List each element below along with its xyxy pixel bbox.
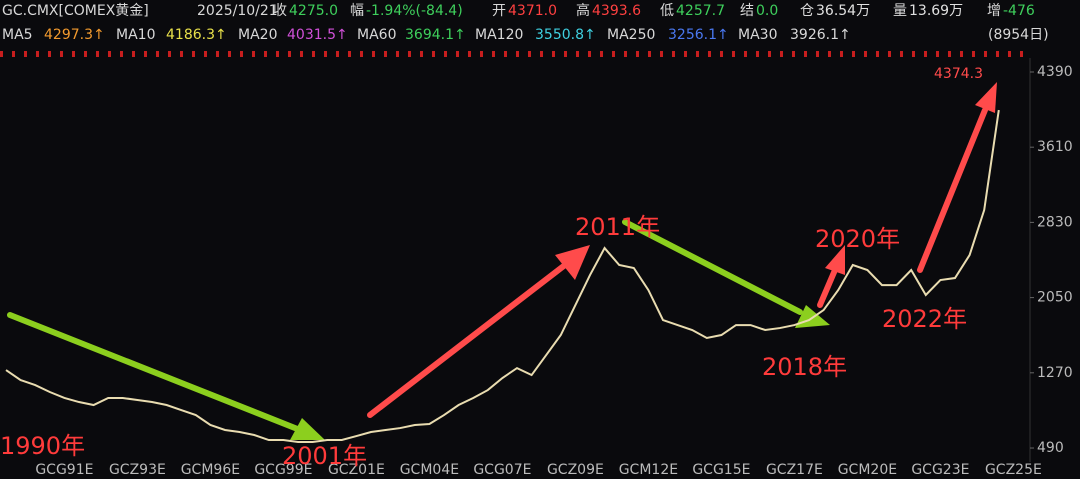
x-tick-label: GCM12E <box>619 462 678 478</box>
quote-value: 13.69万 <box>909 3 963 19</box>
ma-name: MA60 <box>357 27 396 43</box>
ma-name: MA250 <box>607 27 655 43</box>
ma-value: 3694.1↑ <box>405 27 466 43</box>
ma-name: MA10 <box>116 27 155 43</box>
quote-value: -476 <box>1003 3 1035 19</box>
arrows <box>7 82 997 440</box>
quote-value: -1.94%(-84.4) <box>366 3 463 19</box>
y-tick-label: 1270 <box>1037 365 1073 381</box>
ma-name: MA5 <box>2 27 33 43</box>
y-tick-label: 2830 <box>1037 214 1073 230</box>
x-tick-label: GCM04E <box>400 462 459 478</box>
price-line <box>5 109 1000 444</box>
ma-name: MA120 <box>475 27 523 43</box>
quote-label: 高 <box>576 2 590 19</box>
quote-label: 仓 <box>800 3 814 19</box>
quote-value: 0.0 <box>756 3 778 19</box>
quote-label: 量 <box>893 3 907 19</box>
x-tick-label: GCZ01E <box>328 462 385 478</box>
quote-label: 收 <box>273 3 287 19</box>
y-tick-label: 3610 <box>1037 139 1073 155</box>
x-tick-label: GCG99E <box>254 462 312 478</box>
x-tick-label: GCM20E <box>838 462 897 478</box>
annotation: 2011年 <box>575 213 660 241</box>
ma-name: MA30 <box>738 27 777 43</box>
quote-label: 增 <box>987 3 1001 19</box>
x-tick-label: GCZ17E <box>766 462 823 478</box>
ma-value: 4297.3↑ <box>44 27 105 43</box>
x-tick-label: GCZ25E <box>985 462 1042 478</box>
quote-label: 幅 <box>350 3 364 19</box>
x-tick-label: GCG15E <box>692 462 750 478</box>
x-tick-label: GCG91E <box>35 462 93 478</box>
quote-label: 低 <box>660 3 674 19</box>
x-tick-label: GCZ93E <box>109 462 166 478</box>
quote-value: 4275.0 <box>289 3 338 19</box>
x-tick-label: GCG07E <box>473 462 531 478</box>
quote-value: 4393.6 <box>592 3 641 19</box>
symbol: GC.CMX[COMEX黄金] <box>2 2 149 19</box>
annotation: 4374.3 <box>934 66 983 82</box>
annotation: 2018年 <box>762 353 847 381</box>
annotation: 2001年 <box>282 442 367 470</box>
y-tick-label: 2050 <box>1037 290 1073 306</box>
ma-value: 4186.3↑ <box>166 27 227 43</box>
ma-value: 3550.8↑ <box>535 27 596 43</box>
x-tick-label: GCG23E <box>911 462 969 478</box>
ma-value: 4031.5↑ <box>287 27 348 43</box>
period: (8954日) <box>988 27 1049 43</box>
y-tick-label: 490 <box>1037 440 1064 456</box>
quote-label: 结 <box>740 3 754 19</box>
annotation: 2022年 <box>882 305 967 333</box>
quote-value: 4371.0 <box>508 3 557 19</box>
x-tick-label: GCM96E <box>181 462 240 478</box>
quote-value: 4257.7 <box>676 3 725 19</box>
annotation: 2020年 <box>815 225 900 253</box>
ma-value: 3926.1↑ <box>790 27 851 43</box>
quote-value: 36.54万 <box>816 3 870 19</box>
y-tick-label: 4390 <box>1037 64 1073 80</box>
ma-name: MA20 <box>238 27 277 43</box>
annotation: 1990年 <box>0 432 85 460</box>
quote-label: 开 <box>492 3 506 19</box>
x-tick-label: GCZ09E <box>547 462 604 478</box>
ma-value: 3256.1↑ <box>668 27 729 43</box>
date: 2025/10/21 <box>197 3 278 19</box>
